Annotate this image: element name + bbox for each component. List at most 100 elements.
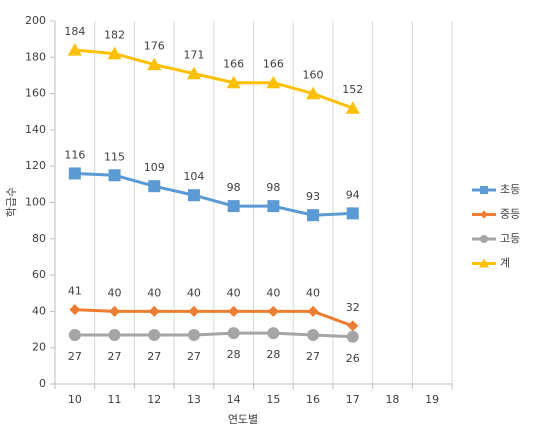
data-label: 109 — [144, 161, 165, 174]
x-tick-label: 15 — [266, 393, 280, 406]
data-label: 40 — [266, 286, 280, 299]
data-label: 40 — [306, 286, 320, 299]
marker — [267, 327, 280, 340]
data-label: 27 — [68, 350, 82, 363]
series-line — [74, 331, 353, 339]
x-tick-label: 17 — [346, 393, 360, 406]
data-label: 28 — [266, 348, 280, 361]
data-label: 166 — [263, 58, 284, 71]
marker — [148, 328, 161, 341]
marker — [68, 328, 81, 341]
marker — [68, 167, 81, 180]
data-label: 171 — [183, 49, 204, 62]
legend-label: 초등 — [500, 183, 520, 196]
data-label: 40 — [187, 286, 201, 299]
y-tick-label: 200 — [25, 14, 46, 27]
marker — [187, 328, 200, 341]
marker — [267, 200, 280, 213]
y-tick-label: 180 — [25, 50, 46, 63]
x-axis-label: 연도별 — [228, 413, 258, 426]
marker — [266, 75, 281, 89]
y-tick-label: 100 — [25, 196, 46, 209]
data-label: 94 — [346, 188, 360, 201]
marker — [307, 209, 320, 222]
y-tick-label: 40 — [32, 304, 46, 317]
marker — [227, 200, 240, 213]
marker — [307, 328, 320, 341]
marker — [480, 235, 488, 243]
y-tick-label: 160 — [25, 87, 46, 100]
marker — [107, 46, 122, 60]
marker — [228, 305, 240, 317]
marker — [267, 305, 279, 317]
marker — [307, 305, 319, 317]
data-label: 160 — [303, 69, 324, 82]
y-tick-label: 120 — [25, 159, 46, 172]
legend-label: 계 — [500, 257, 510, 270]
data-label: 27 — [187, 350, 201, 363]
legend-label: 중등 — [500, 208, 520, 221]
data-label: 93 — [306, 190, 320, 203]
y-tick-label: 60 — [32, 268, 46, 281]
marker — [306, 86, 321, 100]
marker — [480, 210, 488, 219]
marker — [108, 169, 121, 182]
data-label: 40 — [227, 286, 241, 299]
y-tick-label: 20 — [32, 341, 46, 354]
data-label: 27 — [306, 350, 320, 363]
marker — [67, 43, 82, 56]
x-tick-label: 19 — [425, 393, 439, 406]
series-line — [74, 48, 354, 110]
marker — [345, 101, 360, 114]
data-label: 41 — [68, 285, 82, 298]
marker — [479, 258, 489, 268]
series-line — [74, 308, 354, 328]
data-label: 27 — [147, 350, 161, 363]
series-line — [74, 171, 353, 217]
x-tick-label: 12 — [147, 393, 161, 406]
marker — [347, 320, 359, 332]
marker — [186, 66, 201, 80]
data-label: 40 — [147, 286, 161, 299]
marker — [147, 57, 162, 71]
marker — [226, 75, 241, 89]
data-label: 115 — [104, 150, 125, 163]
marker — [187, 189, 200, 202]
x-tick-label: 13 — [187, 393, 201, 406]
marker — [69, 304, 81, 316]
y-tick-label: 140 — [25, 123, 46, 136]
data-label: 166 — [223, 58, 244, 71]
y-tick-label: 80 — [32, 232, 46, 245]
data-label: 176 — [144, 40, 165, 53]
data-label: 26 — [346, 352, 360, 365]
x-tick-label: 16 — [306, 393, 320, 406]
data-label: 40 — [108, 286, 122, 299]
marker — [346, 330, 359, 343]
data-label: 184 — [64, 25, 85, 38]
x-tick-label: 11 — [108, 393, 122, 406]
y-tick-label: 0 — [39, 377, 46, 390]
marker — [148, 305, 160, 317]
data-label: 182 — [104, 29, 125, 42]
marker — [108, 328, 121, 341]
data-label: 104 — [183, 170, 204, 183]
marker — [109, 305, 121, 317]
data-label: 27 — [108, 350, 122, 363]
marker — [480, 186, 488, 194]
marker — [346, 207, 359, 220]
data-label: 32 — [346, 301, 360, 314]
data-label: 152 — [342, 83, 363, 96]
marker — [188, 305, 200, 317]
data-label: 28 — [227, 348, 241, 361]
x-tick-label: 18 — [385, 393, 399, 406]
marker — [227, 327, 240, 340]
y-axis-label: 학급수 — [5, 187, 18, 217]
data-label: 98 — [266, 181, 280, 194]
x-tick-label: 14 — [227, 393, 241, 406]
x-tick-label: 10 — [68, 393, 82, 406]
legend-label: 고등 — [500, 232, 520, 245]
data-label: 98 — [227, 181, 241, 194]
data-label: 116 — [64, 148, 85, 161]
marker — [148, 180, 161, 193]
